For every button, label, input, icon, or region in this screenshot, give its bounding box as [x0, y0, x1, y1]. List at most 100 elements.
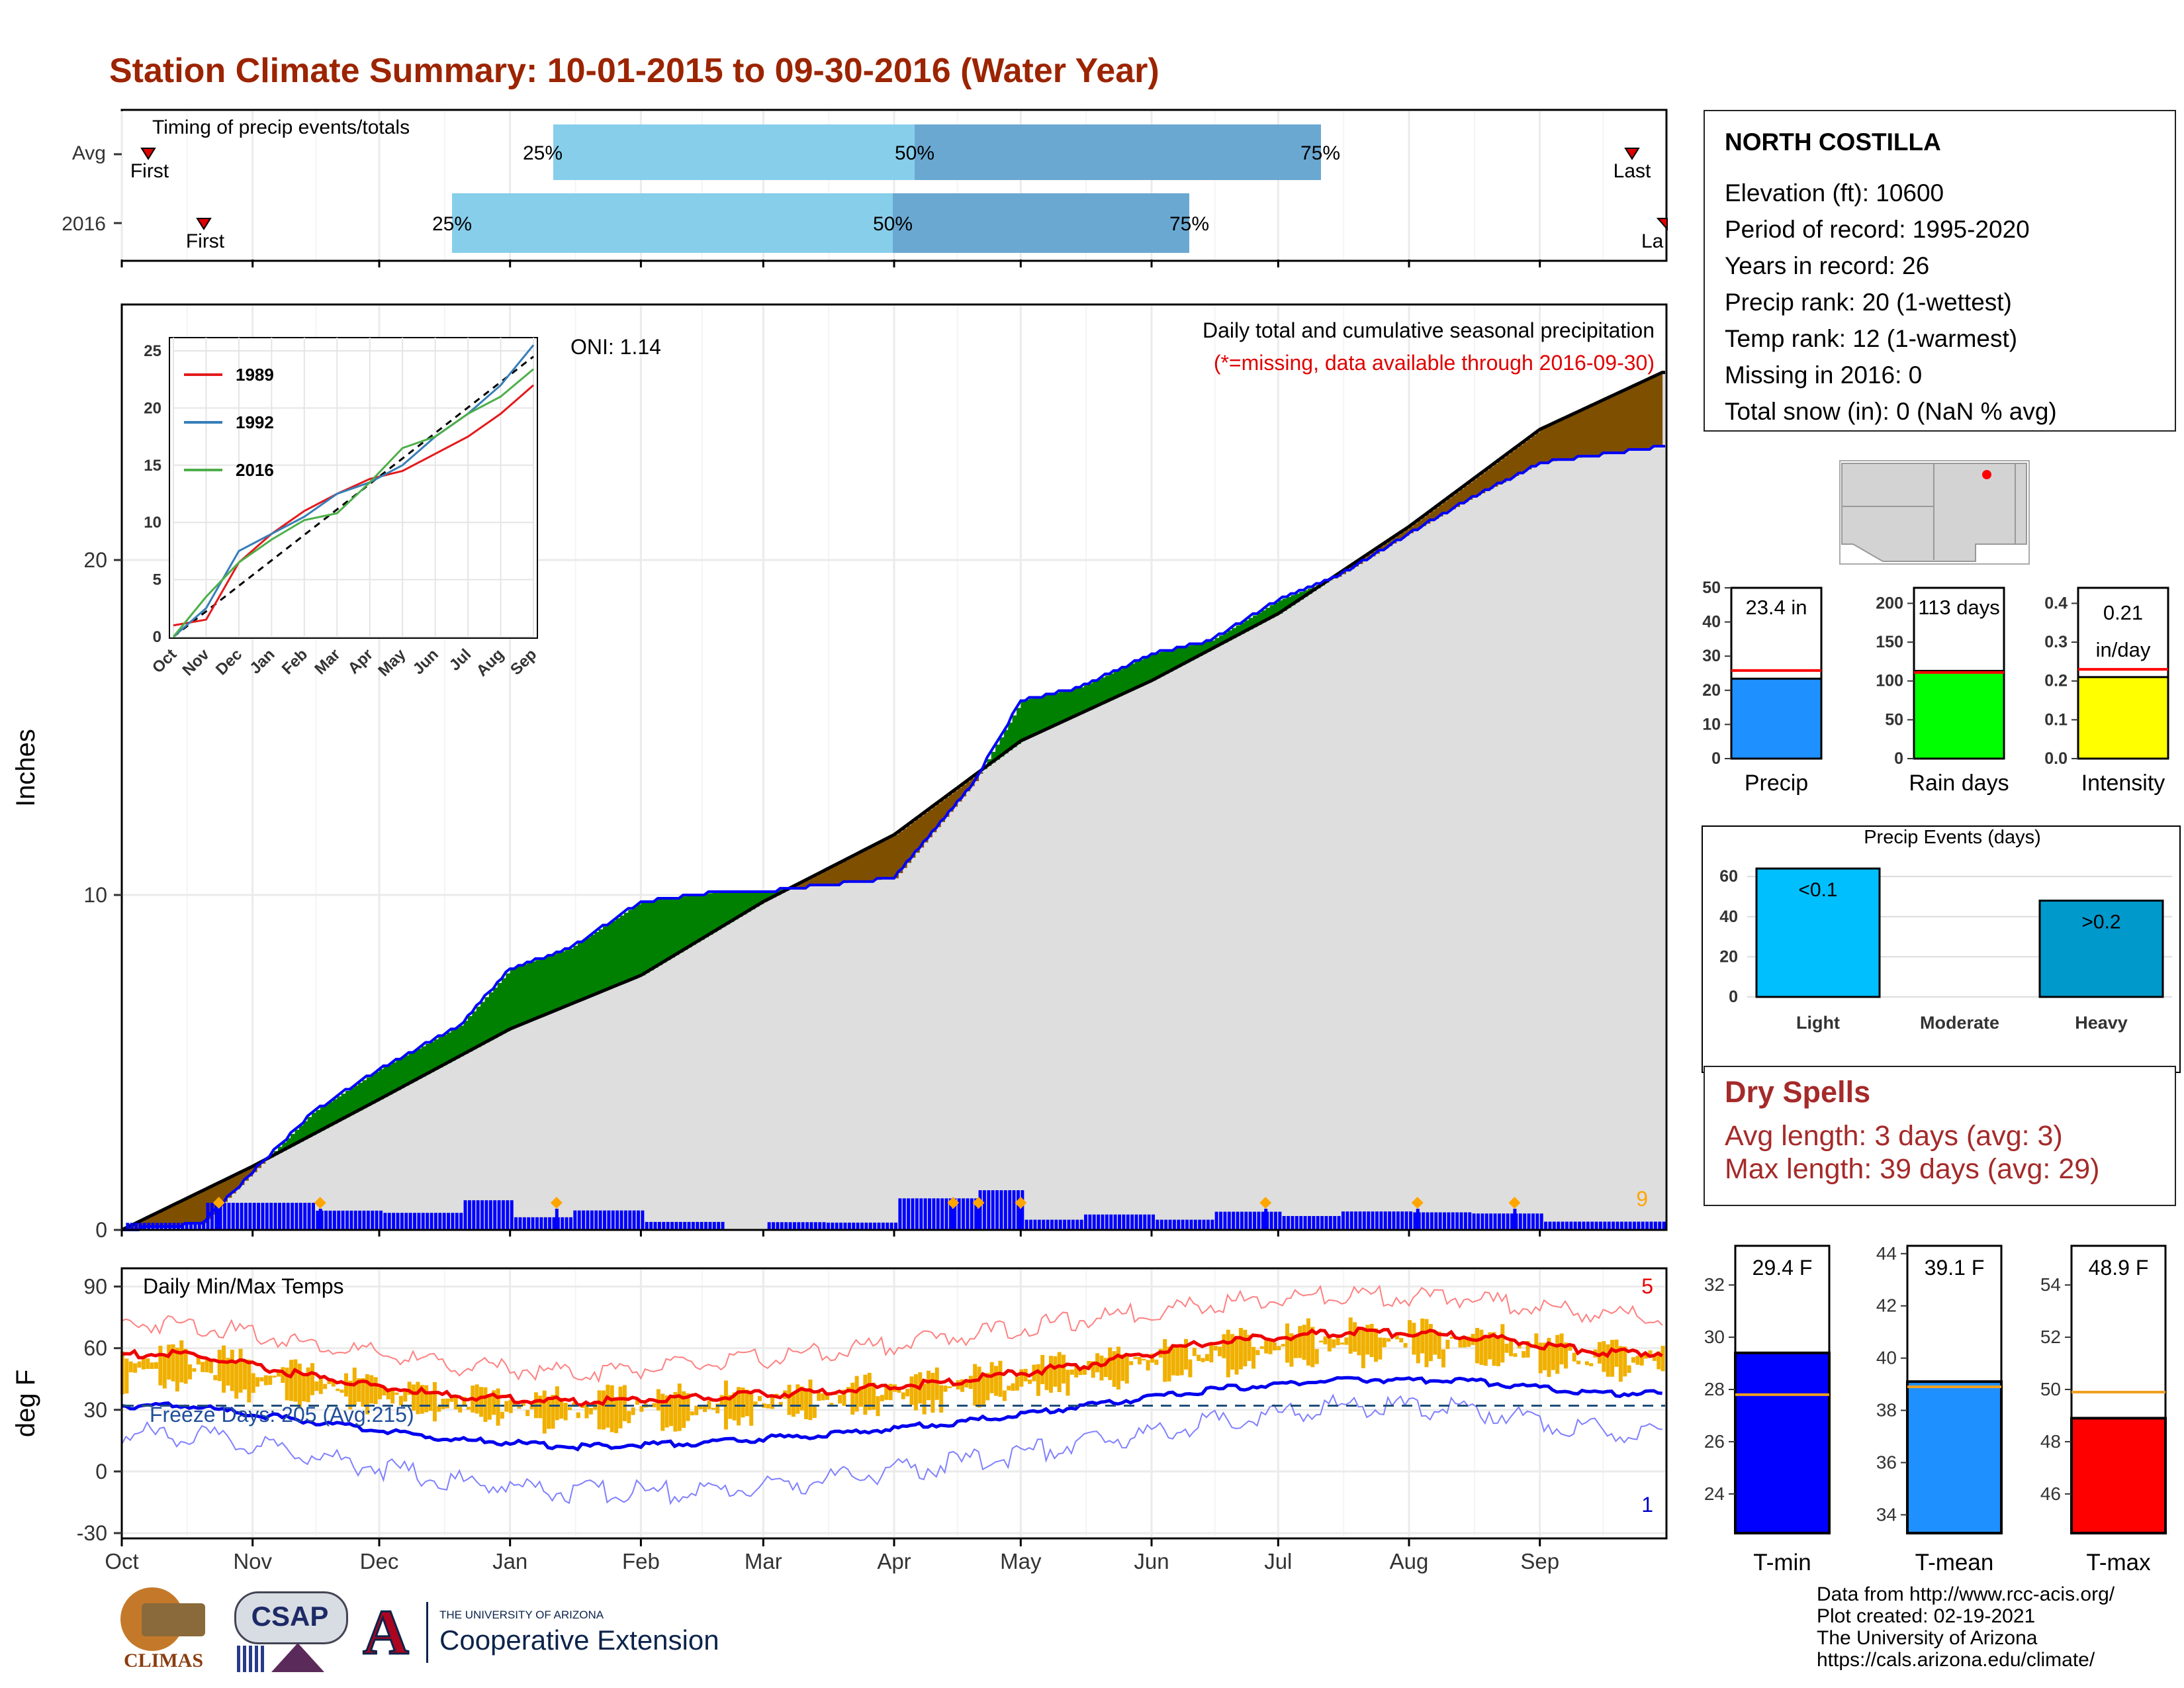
daily-precip-bar: [1324, 1216, 1328, 1230]
timing-2016-25-label: 25%: [432, 213, 472, 235]
daily-precip-bar: [277, 1203, 281, 1230]
freeze-days-label: Freeze Days: 205 (Avg:215): [150, 1403, 414, 1427]
daily-precip-bar: [561, 1217, 565, 1230]
daily-temp-bar: [1255, 1350, 1260, 1356]
daily-temp-bar: [234, 1360, 239, 1399]
daily-precip-bar: [1468, 1212, 1472, 1230]
daily-precip-bar: [345, 1210, 349, 1230]
daily-temp-bar: [1103, 1358, 1108, 1378]
daily-temp-bar: [1112, 1351, 1116, 1387]
daily-temp-bar: [1078, 1369, 1083, 1376]
daily-temp-bar: [1361, 1328, 1365, 1368]
timing-avg-25-label: 25%: [523, 142, 563, 164]
daily-precip-bar: [1320, 1216, 1324, 1230]
daily-temp-bar: [183, 1348, 188, 1384]
daily-precip-bar: [1443, 1212, 1447, 1230]
daily-precip-bar: [227, 1203, 231, 1230]
timing-2016-last-label: La: [1641, 230, 1664, 252]
daily-precip-bar: [318, 1209, 322, 1230]
daily-precip-bar: [1264, 1209, 1268, 1230]
daily-precip-bar: [565, 1217, 569, 1230]
timing-2016-q2-q3-bar: [893, 193, 1189, 253]
daily-temp-bar: [365, 1374, 369, 1415]
daily-temp-bar: [943, 1385, 948, 1392]
daily-temp-bar: [1133, 1356, 1138, 1360]
daily-precip-bar: [586, 1210, 590, 1230]
daily-temp-bar: [1445, 1339, 1450, 1349]
daily-temp-bar: [741, 1387, 745, 1418]
daily-precip-bar: [552, 1217, 556, 1230]
daily-temp-bar: [483, 1387, 488, 1422]
temp-summary-bar: [2070, 1417, 2167, 1534]
temp-summary-tick-label: 48: [2040, 1431, 2061, 1452]
timing-avg-q1-q2-bar: [553, 124, 915, 180]
daily-precip-bar: [404, 1213, 408, 1230]
month-label: May: [1000, 1549, 1042, 1573]
daily-precip-marker: [1259, 1197, 1272, 1209]
daily-precip-bar: [138, 1223, 142, 1230]
daily-temp-bar: [1420, 1318, 1425, 1354]
timing-2016-last-marker: [1656, 218, 1668, 231]
daily-precip-bar: [244, 1203, 248, 1230]
daily-precip-bar: [776, 1222, 780, 1230]
daily-precip-bar: [1316, 1216, 1320, 1230]
daily-precip-bars: [126, 1190, 1666, 1230]
daily-precip-bar: [657, 1221, 661, 1230]
events-bar: [2038, 900, 2164, 998]
daily-precip-bar: [995, 1190, 999, 1230]
month-label: Jan: [492, 1549, 527, 1573]
daily-temp-bar: [884, 1385, 889, 1400]
daily-precip-bar: [417, 1213, 421, 1230]
daily-temp-bar: [854, 1376, 859, 1412]
daily-precip-bar: [1645, 1221, 1649, 1230]
events-category-label: Light: [1796, 1013, 1840, 1033]
daily-precip-bar: [1202, 1219, 1206, 1230]
csap-logo-text: CSAP: [251, 1601, 329, 1632]
daily-temp-bar: [466, 1407, 471, 1410]
page-title: Station Climate Summary: 10-01-2015 to 0…: [109, 52, 1160, 90]
daily-precip-bar: [1506, 1213, 1510, 1230]
daily-temp-bar: [508, 1399, 513, 1413]
daily-precip-bar: [843, 1222, 847, 1230]
mini-chart-tick-label: 0: [1894, 749, 1903, 768]
daily-precip-bar: [1253, 1211, 1257, 1230]
daily-precip-bar: [366, 1210, 370, 1230]
daily-temp-bar: [1259, 1346, 1264, 1349]
temp-summary-tick-label: 54: [2040, 1274, 2061, 1295]
daily-precip-bar: [1510, 1213, 1514, 1230]
daily-temp-bar: [1230, 1334, 1235, 1370]
daily-temp-bar: [947, 1386, 952, 1389]
daily-precip-bar: [1295, 1216, 1298, 1230]
daily-temp-bar: [934, 1367, 939, 1400]
daily-temp-bar: [1441, 1349, 1446, 1368]
daily-precip-bar: [1299, 1216, 1303, 1230]
daily-temp-bar: [1011, 1383, 1015, 1391]
mini-chart-tick-label: 0.3: [2044, 633, 2068, 651]
daily-precip-bar: [1024, 1219, 1028, 1230]
daily-temp-bar: [977, 1366, 981, 1408]
daily-temp-bar: [1002, 1390, 1007, 1401]
daily-temp-bar: [597, 1390, 602, 1430]
daily-temp-bar: [1302, 1325, 1306, 1360]
daily-temp-bar: [939, 1385, 944, 1413]
daily-temp-bar: [276, 1371, 281, 1377]
daily-precip-bar: [1138, 1214, 1142, 1230]
daily-precip-bar: [514, 1217, 518, 1230]
daily-temp-bar: [1623, 1346, 1627, 1377]
daily-temp-bar: [610, 1385, 614, 1432]
daily-precip-bar: [1400, 1211, 1404, 1230]
daily-precip-bar: [767, 1222, 771, 1230]
daily-temp-bar: [1543, 1342, 1547, 1370]
daily-temp-bar: [732, 1392, 737, 1421]
daily-temp-bar: [432, 1382, 437, 1422]
daily-precip-bar: [1206, 1219, 1210, 1230]
station-line: Temp rank: 12 (1-warmest): [1725, 325, 2018, 352]
station-line: Elevation (ft): 10600: [1725, 179, 1944, 207]
footer-line-university: The University of Arizona: [1817, 1627, 2038, 1649]
daily-temp-bar: [1652, 1356, 1657, 1361]
daily-temp-bar: [686, 1393, 690, 1421]
daily-temp-bar: [504, 1401, 509, 1412]
daily-precip-bar: [1557, 1221, 1561, 1230]
daily-precip-bar: [1662, 1221, 1666, 1230]
daily-temp-bar: [238, 1348, 243, 1393]
